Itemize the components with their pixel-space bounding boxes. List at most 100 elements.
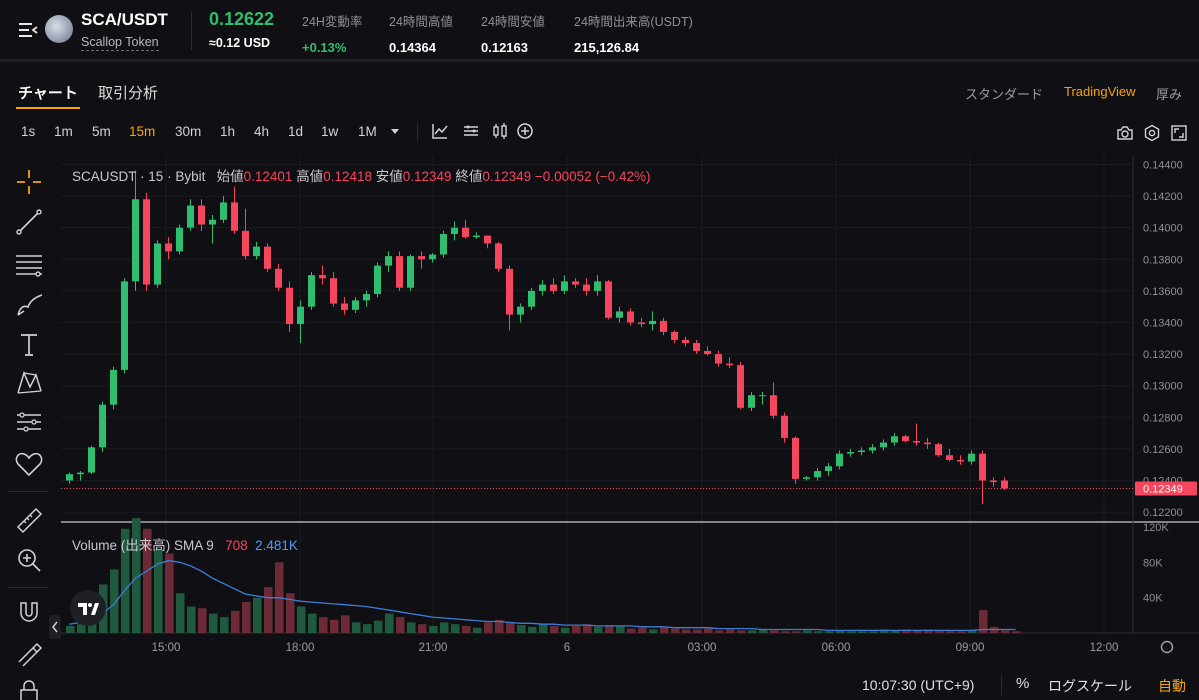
timeframe-1s[interactable]: 1s [21, 124, 36, 139]
footer-time[interactable]: 10:07:30 (UTC+9) [862, 677, 975, 693]
candle-body [704, 350, 711, 355]
legend-close: 0.12349 [482, 169, 532, 184]
stat-24h-low: 24時間安値 0.12163 [481, 11, 545, 55]
stat-label: 24時間高値 [389, 15, 453, 29]
lock-drawing-icon[interactable] [14, 637, 44, 667]
magnet-icon[interactable] [14, 597, 44, 627]
volume-bar [528, 626, 537, 633]
ohlc-legend: SCAUSDT · 15 · Bybit 始値0.12401 高値0.12418… [72, 169, 651, 184]
candle-body [154, 243, 161, 285]
fib-retracement-icon[interactable] [14, 249, 44, 279]
candle-body [946, 455, 953, 460]
candle-body [77, 472, 84, 475]
candle-body [66, 474, 73, 481]
tab-depth[interactable]: 厚み [1156, 87, 1183, 102]
volume-bar [968, 630, 977, 633]
volume-bar [693, 629, 702, 633]
chart-tabs: チャート 取引分析 スタンダード TradingView 厚み [0, 65, 1199, 115]
volume-bar [572, 625, 581, 633]
token-name[interactable]: Scallop Token [81, 35, 159, 51]
timeframe-1w[interactable]: 1w [321, 124, 339, 139]
collapse-toolbar-button[interactable] [49, 615, 61, 639]
volume-bar [704, 628, 713, 633]
axis-settings-icon[interactable] [1160, 640, 1174, 654]
log-scale-toggle[interactable]: ログスケール [1048, 678, 1132, 694]
time-axis-label: 21:00 [419, 642, 448, 654]
volume-bar [121, 528, 130, 633]
current-price-tag[interactable] [1135, 481, 1197, 496]
timeframe-30m[interactable]: 30m [175, 124, 202, 139]
zoom-in-icon[interactable] [14, 545, 44, 575]
volume-bar [473, 627, 482, 633]
timeframe-15m[interactable]: 15m [129, 124, 156, 139]
add-compare-icon[interactable] [516, 122, 534, 140]
timeframe-dropdown-icon[interactable] [389, 125, 401, 137]
candle-body [253, 246, 260, 257]
volume-bar [594, 626, 603, 633]
favorites-heart-icon[interactable] [14, 449, 44, 479]
stat-value: 0.14364 [389, 40, 436, 55]
timeframe-1h[interactable]: 1h [220, 124, 236, 139]
volume-bar [209, 613, 218, 633]
volume-bar [737, 630, 746, 633]
menu-icon[interactable] [18, 22, 38, 38]
tradingview-logo-icon[interactable] [70, 590, 106, 626]
volume-bar [682, 629, 691, 633]
volume-bar [231, 610, 240, 633]
price-axis-label: 0.12200 [1143, 507, 1183, 519]
pattern-icon[interactable] [14, 367, 44, 397]
pair-symbol[interactable]: SCA/USDT [81, 10, 168, 29]
text-icon[interactable] [14, 329, 44, 359]
volume-axis-label: 80K [1143, 557, 1163, 569]
volume-bar [836, 630, 845, 633]
auto-scale-toggle[interactable]: 自動 [1158, 678, 1186, 694]
candle-body [891, 436, 898, 443]
percent-scale-toggle[interactable]: % [1016, 675, 1030, 692]
volume-bar [132, 518, 141, 633]
tab-standard[interactable]: スタンダード [965, 87, 1044, 102]
timeframe-1m[interactable]: 1m [54, 124, 73, 139]
candle-body [517, 306, 524, 315]
candle-body [473, 235, 480, 238]
price-chart[interactable]: 0.14400 0.14200 0.14000 0.13800 0.13600 0.134… [61, 155, 1199, 700]
candle-body [847, 452, 854, 454]
settings-icon[interactable] [1143, 124, 1161, 142]
price-axis-label: 0.13200 [1143, 349, 1183, 361]
volume-bar [308, 613, 317, 633]
prediction-icon[interactable] [14, 407, 44, 437]
timeframe-1d[interactable]: 1d [288, 124, 304, 139]
volume-bar [880, 629, 889, 633]
timeframe-5m[interactable]: 5m [92, 124, 111, 139]
volume-bar [264, 587, 273, 633]
candle-body [825, 466, 832, 472]
candle-body [682, 339, 689, 344]
volume-legend: Volume (出来高) SMA 9 708 2.481K [72, 534, 298, 554]
crosshair-icon[interactable] [14, 167, 44, 197]
brush-icon[interactable] [14, 289, 44, 319]
volume-bar [627, 628, 636, 633]
tab-tradingview[interactable]: TradingView [1064, 84, 1136, 99]
stat-value: 0.12163 [481, 40, 528, 55]
indicators-icon[interactable] [431, 122, 449, 140]
timeframe-1M[interactable]: 1M [358, 124, 377, 139]
time-axis-label: 12:00 [1090, 642, 1119, 654]
camera-icon[interactable] [1116, 124, 1134, 142]
time-axis-label: 09:00 [956, 642, 985, 654]
candle-body [462, 227, 469, 238]
candle-body [935, 444, 942, 456]
candle-body [110, 369, 117, 405]
volume-bar [352, 622, 361, 633]
trend-line-icon[interactable] [14, 207, 44, 237]
lock-icon[interactable] [14, 677, 44, 700]
legend-low-label: 安値 [375, 169, 403, 184]
fullscreen-icon[interactable] [1170, 124, 1188, 142]
volume-bar [847, 631, 856, 633]
tab-chart[interactable]: チャート [18, 85, 78, 102]
candle-body [220, 202, 227, 220]
chart-type-icon[interactable] [491, 122, 509, 140]
templates-icon[interactable] [462, 122, 480, 140]
measure-ruler-icon[interactable] [14, 505, 44, 535]
timeframe-4h[interactable]: 4h [254, 124, 270, 139]
candle-body [429, 254, 436, 260]
tab-analysis[interactable]: 取引分析 [98, 85, 159, 102]
